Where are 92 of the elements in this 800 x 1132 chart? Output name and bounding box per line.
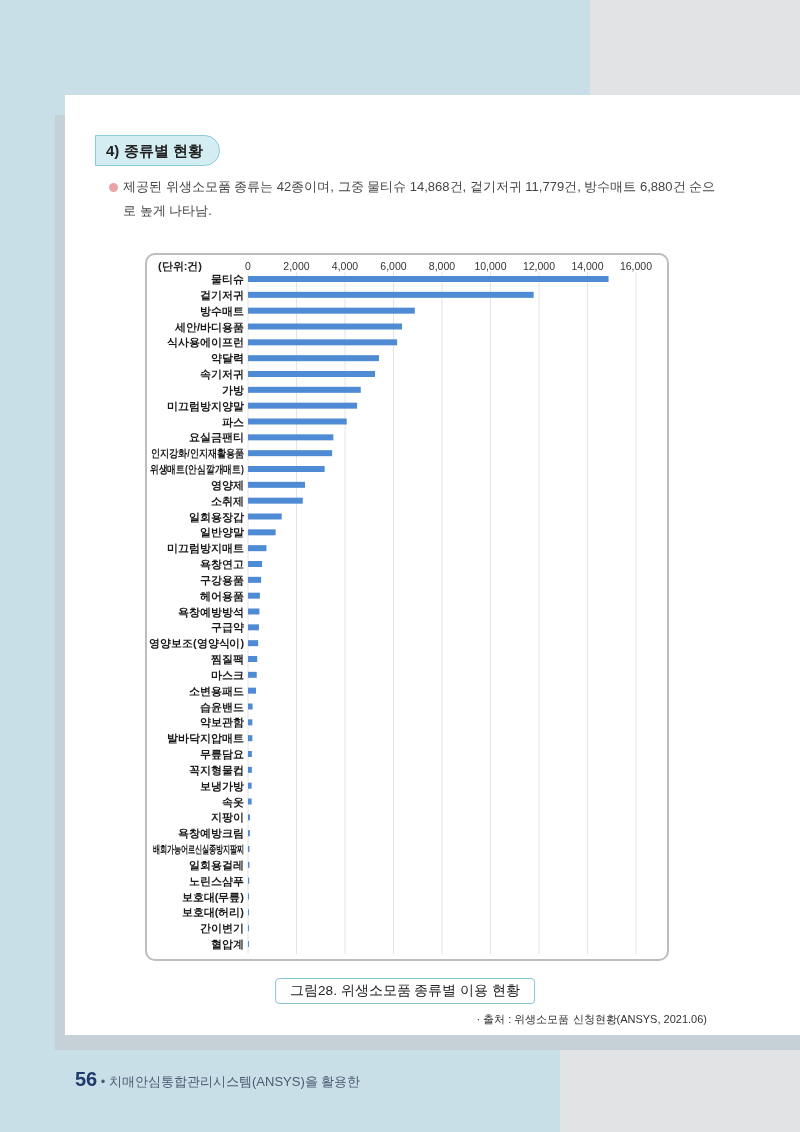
bar — [248, 703, 253, 710]
y-tick-label: 꼭지형물컵 — [189, 763, 244, 776]
y-tick-label: 파스 — [222, 415, 244, 428]
y-tick-label: 보호대(무릎) — [181, 890, 245, 903]
y-tick-label: 발바닥지압매트 — [167, 732, 244, 745]
y-tick-label: 속옷 — [222, 795, 244, 808]
y-tick-label: 습윤밴드 — [200, 700, 244, 713]
y-tick-label: 영양제 — [211, 478, 244, 491]
bar — [248, 671, 257, 678]
y-tick-label: 인지강화/인지재활용품 — [151, 447, 244, 460]
bar — [248, 592, 260, 599]
y-tick-label: 간이변기 — [200, 922, 244, 935]
text: · 출처 : 위생소모품 신청현황(ANSYS, 2021.06) — [476, 1012, 707, 1027]
y-tick-label: 보호대(허리) — [181, 906, 245, 919]
bar — [248, 624, 259, 631]
x-tick-label: 8,000 — [428, 260, 456, 272]
bar — [248, 798, 252, 805]
bar — [248, 371, 376, 377]
y-tick-label: 소변용패드 — [189, 684, 244, 697]
x-tick-label: 6,000 — [380, 260, 407, 272]
y-tick-label: 마스크 — [211, 668, 244, 681]
bar — [248, 576, 262, 583]
bar — [248, 339, 398, 346]
x-tick-label: 10,000 — [474, 260, 507, 272]
bar — [248, 291, 534, 298]
y-tick-label: 요실금팬티 — [189, 431, 244, 444]
chart-subtitle: 제공된 위생소모품 종류는 42종이며, 그중 물티슈 14,868건, 겉기저귀 11,779건, 방수매트 6,880건 순으로 높게 나타남. — [123, 178, 717, 220]
x-axis-title: (단위:건) — [158, 260, 203, 272]
bar — [248, 766, 252, 773]
bar — [248, 418, 347, 425]
y-tick-label: 약달력 — [211, 352, 244, 365]
bar — [248, 513, 282, 520]
bar — [248, 561, 263, 567]
y-tick-label: 배회가능어르신실종방지팔찌 — [153, 843, 244, 856]
y-tick-label: 위생매트(안심깔개매트) — [149, 463, 244, 476]
y-tick-label: 보냉가방 — [200, 779, 244, 792]
y-tick-label: 구강용품 — [200, 573, 244, 586]
y-tick-label: 헤어용품 — [200, 589, 244, 602]
y-tick-label: 식사용에이프런 — [167, 336, 244, 349]
bar — [248, 529, 276, 536]
y-tick-label: 가방 — [222, 383, 244, 396]
y-tick-label: 무릎담요 — [200, 748, 244, 760]
y-tick-label: 속기저귀 — [200, 368, 244, 380]
bar — [248, 481, 305, 488]
y-tick-label: 일회용장갑 — [189, 510, 244, 523]
bar — [248, 735, 253, 742]
bar — [248, 751, 252, 757]
y-tick-label: 일회용걸레 — [189, 858, 244, 871]
bar — [248, 782, 252, 789]
bar — [248, 497, 303, 504]
bar — [248, 608, 260, 615]
y-tick-label: 세안/바디용품 — [173, 320, 244, 333]
caption: 그림28. 위생소모품 종류별 이용 현황 — [275, 978, 535, 1004]
x-tick-label: 2,000 — [283, 260, 310, 272]
y-tick-label: 약보관함 — [200, 716, 244, 729]
chart-title: 4) 종류별 현황 — [95, 135, 220, 166]
bar — [248, 450, 333, 457]
y-tick-label: 찜질팩 — [211, 653, 244, 665]
y-tick-label: 겉기저귀 — [200, 288, 244, 301]
y-tick-label: 미끄럼방지양말 — [167, 399, 244, 412]
bar — [248, 719, 253, 726]
y-tick-label: 지팡이 — [210, 811, 244, 824]
y-tick-label: 노린스샴푸 — [189, 874, 244, 887]
bar — [248, 687, 256, 694]
bar — [248, 466, 325, 472]
x-tick-label: 0 — [245, 260, 252, 272]
bar — [248, 402, 358, 409]
x-tick-label: 16,000 — [619, 260, 653, 272]
text: 56 • 치매안심통합관리시스템(ANSYS)을 활용한 — [75, 1068, 361, 1090]
bar — [248, 656, 258, 662]
y-tick-label: 미끄럼방지매트 — [167, 542, 244, 555]
y-tick-label: 혈압계 — [211, 938, 244, 950]
y-tick-label: 영양보조(영양식이) — [149, 637, 245, 650]
y-tick-label: 소취제 — [211, 494, 244, 507]
bar — [248, 386, 361, 393]
y-tick-label: 일반양말 — [200, 526, 244, 539]
bar — [248, 276, 609, 282]
bar — [248, 434, 334, 441]
x-tick-label: 14,000 — [571, 260, 604, 272]
y-tick-label: 욕창예방크림 — [178, 827, 244, 840]
y-tick-label: 구급약 — [211, 621, 244, 634]
bar — [248, 307, 415, 314]
y-tick-label: 방수매트 — [200, 304, 244, 317]
bar — [248, 355, 379, 362]
x-tick-label: 4,000 — [331, 260, 359, 272]
y-tick-label: 욕창예방방석 — [178, 605, 244, 618]
bar — [248, 640, 259, 647]
y-tick-label: 물티슈 — [211, 273, 244, 285]
bar — [248, 323, 402, 330]
x-tick-label: 12,000 — [522, 260, 556, 272]
bar — [248, 545, 267, 552]
y-tick-label: 욕창연고 — [200, 558, 244, 570]
